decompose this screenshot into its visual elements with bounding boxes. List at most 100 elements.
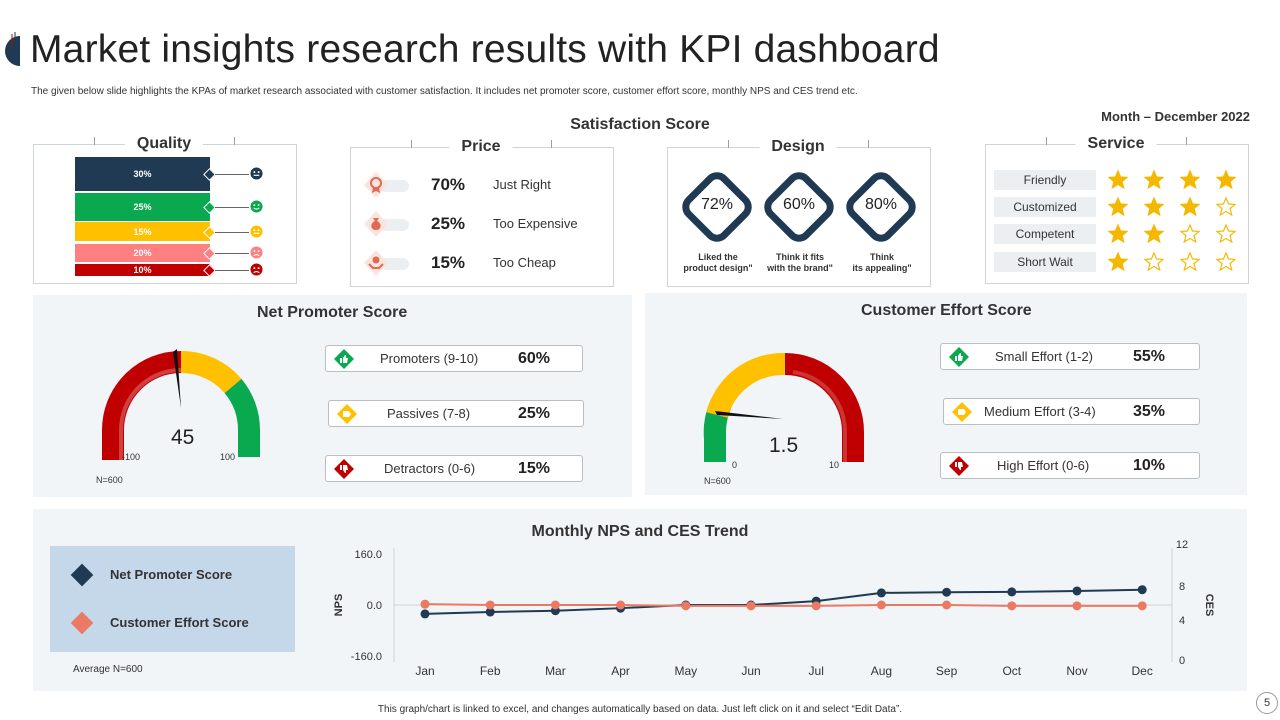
price-label: Too Cheap bbox=[493, 255, 556, 270]
design-pct: 60% bbox=[782, 196, 816, 213]
data-point bbox=[420, 599, 430, 609]
ces-medium-effort-row: Medium Effort (3-4) 35% bbox=[943, 398, 1200, 425]
data-point bbox=[1072, 586, 1082, 596]
star-filled-icon bbox=[1108, 197, 1128, 217]
star-filled-icon bbox=[1180, 170, 1200, 190]
ces-min-label: 0 bbox=[732, 460, 738, 470]
happy-green-face-icon bbox=[250, 200, 263, 213]
x-tick-label: Jul bbox=[809, 664, 824, 678]
data-point bbox=[1072, 601, 1082, 611]
ces-value: 1.5 bbox=[769, 434, 799, 457]
medal-icon bbox=[364, 172, 388, 198]
data-point bbox=[485, 600, 495, 610]
sad-red-face-icon bbox=[250, 263, 263, 276]
star-empty-icon bbox=[1216, 197, 1236, 217]
quality-bar: 10% bbox=[75, 264, 210, 276]
nps-gauge bbox=[102, 349, 261, 460]
quality-connector bbox=[215, 231, 249, 233]
page-subtitle: The given below slide highlights the KPA… bbox=[31, 86, 858, 97]
price-pct: 15% bbox=[431, 253, 466, 272]
service-label: Competent bbox=[994, 224, 1096, 244]
diamond-frame-icon bbox=[682, 172, 752, 242]
service-label: Short Wait bbox=[994, 252, 1096, 272]
service-label: Friendly bbox=[994, 170, 1096, 190]
data-point bbox=[681, 601, 691, 611]
quality-bar: 25% bbox=[75, 193, 210, 221]
thumb-sideways-icon bbox=[337, 404, 357, 424]
ces-title: Customer Effort Score bbox=[861, 302, 1032, 319]
data-point bbox=[1137, 601, 1147, 611]
x-tick-label: Nov bbox=[1066, 664, 1087, 678]
hand-coin-icon bbox=[364, 250, 388, 276]
ces-small-effort-row: Small Effort (1-2) 55% bbox=[940, 343, 1200, 370]
nps-title: Net Promoter Score bbox=[257, 304, 408, 321]
star-empty-icon bbox=[1216, 224, 1236, 244]
x-tick-label: Jan bbox=[415, 664, 434, 678]
x-tick-label: Sep bbox=[936, 664, 958, 678]
nps-detractors-row: Detractors (0-6) 15% bbox=[325, 455, 583, 482]
quality-connector bbox=[215, 174, 249, 175]
design-caption: Liked the product design" bbox=[683, 252, 753, 273]
data-point bbox=[811, 601, 821, 611]
design-metric: 80% bbox=[838, 164, 926, 254]
price-row-too-cheap: 15% Too Cheap bbox=[361, 248, 601, 278]
star-empty-icon bbox=[1180, 252, 1200, 272]
quality-connector bbox=[215, 270, 249, 271]
y2-tick-label: 8 bbox=[1179, 581, 1185, 593]
series-line bbox=[424, 588, 1143, 615]
design-card: Design 72% Liked the product design" 60% Thi… bbox=[667, 138, 931, 287]
y2-tick-label: 0 bbox=[1179, 655, 1185, 667]
quality-card: Quality 30% 25% 15% 20% 10% bbox=[33, 135, 297, 284]
page-title: Market insights research results with KP… bbox=[30, 28, 940, 71]
satisfaction-score-title: Satisfaction Score bbox=[570, 116, 710, 133]
legend-label: Customer Effort Score bbox=[110, 615, 249, 630]
page-number: 5 bbox=[1256, 692, 1278, 714]
thumbs-down-icon bbox=[334, 459, 354, 479]
trend-legend: Net Promoter Score Customer Effort Score bbox=[50, 546, 295, 652]
data-point bbox=[485, 607, 495, 617]
design-pct: 80% bbox=[864, 196, 898, 213]
design-metric: 72% bbox=[674, 164, 762, 254]
star-filled-icon bbox=[1144, 224, 1164, 244]
star-filled-icon bbox=[1216, 170, 1236, 190]
star-filled-icon bbox=[1108, 170, 1128, 190]
quality-bar: 30% bbox=[75, 157, 210, 191]
footnote: This graph/chart is linked to excel, and… bbox=[377, 704, 903, 715]
y2-tick-label: 12 bbox=[1176, 539, 1188, 551]
service-card: Service Friendly Customized Competent Short… bbox=[985, 135, 1249, 284]
nps-passives-row: Passives (7-8) 25% bbox=[328, 400, 584, 427]
nps-row-pct: 60% bbox=[518, 350, 551, 367]
x-tick-label: Apr bbox=[611, 664, 630, 678]
nps-row-pct: 25% bbox=[518, 405, 551, 422]
y-tick-label: -160.0 bbox=[351, 651, 382, 663]
thumbs-up-icon bbox=[949, 347, 969, 367]
average-sample-size: Average N=600 bbox=[73, 664, 143, 675]
star-empty-icon bbox=[1144, 252, 1164, 272]
price-title: Price bbox=[449, 138, 513, 156]
data-point bbox=[1007, 587, 1017, 597]
star-filled-icon bbox=[1108, 224, 1128, 244]
data-point bbox=[420, 609, 430, 619]
diamond-frame-icon bbox=[846, 172, 916, 242]
design-metric: 60% bbox=[756, 164, 844, 254]
nps-min-label: -100 bbox=[122, 452, 141, 462]
nps-row-label: Detractors (0-6) bbox=[384, 461, 476, 476]
star-filled-icon bbox=[1108, 252, 1128, 272]
y-axis-label: NPS bbox=[333, 594, 345, 617]
thumbs-up-icon bbox=[334, 349, 354, 369]
nps-value: 45 bbox=[171, 426, 195, 449]
data-point bbox=[876, 588, 886, 598]
trend-chart: 160.0 0.0 -160.0 12 8 4 0 NPS CES Jan Feb Mar Apr May… bbox=[333, 539, 1215, 678]
star-empty-icon bbox=[1216, 252, 1236, 272]
nps-row-label: Passives (7-8) bbox=[387, 406, 471, 421]
y-tick-label: 160.0 bbox=[354, 549, 382, 561]
ces-row-pct: 35% bbox=[1133, 403, 1166, 420]
price-label: Just Right bbox=[493, 177, 551, 192]
quality-bar: 15% bbox=[75, 222, 210, 241]
x-tick-label: Aug bbox=[871, 664, 892, 678]
legend-label: Net Promoter Score bbox=[110, 567, 233, 582]
nps-sample-size: N=600 bbox=[96, 475, 123, 485]
x-tick-label: Dec bbox=[1132, 664, 1153, 678]
star-filled-icon bbox=[1144, 197, 1164, 217]
ces-row-pct: 10% bbox=[1133, 457, 1166, 474]
